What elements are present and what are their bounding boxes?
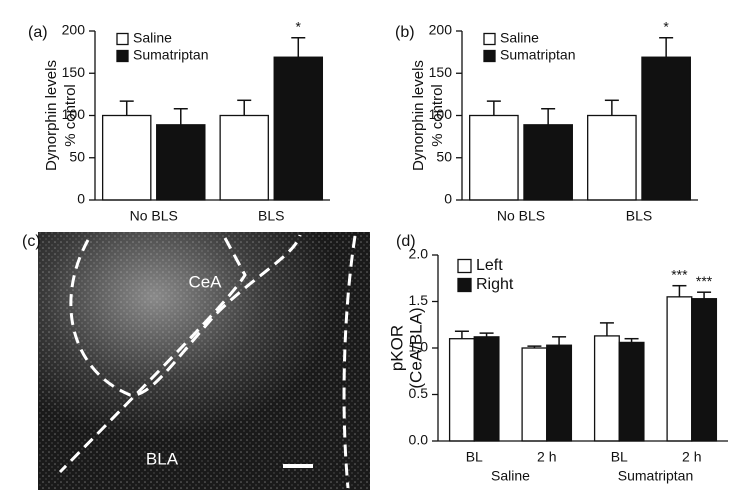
legend-swatch bbox=[116, 49, 129, 63]
group-label: Saline bbox=[491, 468, 530, 484]
micrograph-texture bbox=[38, 232, 370, 490]
boundary bbox=[69, 234, 302, 397]
legend-swatch bbox=[116, 32, 129, 46]
significance-label: * bbox=[296, 18, 302, 34]
y-tick-label: 0 bbox=[444, 191, 452, 207]
legend-label: Sumatriptan bbox=[500, 47, 575, 63]
x-tick-label: 2 h bbox=[682, 449, 701, 465]
x-tick-label: BL bbox=[611, 449, 628, 465]
bar bbox=[546, 344, 573, 442]
bar bbox=[691, 298, 718, 442]
bar bbox=[473, 336, 500, 442]
bar bbox=[587, 114, 637, 201]
y-tick-label: 1.5 bbox=[409, 292, 429, 308]
legend-label: Right bbox=[476, 276, 514, 293]
legend-swatch bbox=[483, 49, 496, 63]
legend-label: Left bbox=[476, 257, 503, 274]
group-label: Sumatriptan bbox=[618, 468, 693, 484]
panel-label: (a) bbox=[28, 24, 48, 41]
panel-label: (c) bbox=[22, 233, 41, 250]
region-label: CeA bbox=[188, 272, 222, 291]
legend-swatch bbox=[457, 277, 472, 293]
bar bbox=[156, 124, 206, 201]
y-tick-label: 0.0 bbox=[409, 432, 429, 448]
y-axis-label: % control bbox=[62, 84, 79, 147]
x-tick-label: No BLS bbox=[497, 208, 545, 224]
y-tick-label: 100 bbox=[429, 106, 453, 122]
region-label: BLA bbox=[146, 449, 179, 468]
legend-label: Saline bbox=[133, 30, 172, 46]
y-tick-label: 2.0 bbox=[409, 246, 429, 262]
bar bbox=[641, 56, 691, 201]
x-tick-label: BLS bbox=[258, 208, 284, 224]
legend-swatch bbox=[457, 258, 472, 274]
y-tick-label: 150 bbox=[62, 64, 86, 80]
y-axis-label: Dynorphin levels bbox=[410, 60, 427, 171]
y-tick-label: 50 bbox=[436, 148, 452, 164]
y-axis-label: % control bbox=[429, 84, 446, 147]
panel-label: (b) bbox=[395, 24, 415, 41]
y-axis-label: Dynorphin levels bbox=[43, 60, 60, 171]
y-tick-label: 1.0 bbox=[409, 339, 429, 355]
bar bbox=[219, 114, 269, 201]
y-tick-label: 0.5 bbox=[409, 385, 429, 401]
legend-label: Saline bbox=[500, 30, 539, 46]
y-tick-label: 50 bbox=[69, 148, 85, 164]
y-tick-label: 200 bbox=[429, 22, 453, 38]
boundary bbox=[342, 235, 357, 489]
y-tick-label: 150 bbox=[429, 64, 453, 80]
bar bbox=[521, 347, 548, 442]
bar bbox=[273, 56, 324, 201]
bar bbox=[523, 124, 573, 201]
bar bbox=[618, 341, 645, 442]
bar bbox=[101, 114, 152, 201]
x-tick-label: 2 h bbox=[537, 449, 556, 465]
y-tick-label: 100 bbox=[62, 106, 86, 122]
x-tick-label: BLS bbox=[626, 208, 652, 224]
significance-label: * bbox=[663, 18, 669, 34]
y-axis-label: pKOR bbox=[387, 325, 406, 371]
x-tick-label: BL bbox=[466, 449, 483, 465]
bar bbox=[593, 335, 620, 442]
bar bbox=[448, 338, 475, 442]
significance-label: *** bbox=[671, 266, 688, 282]
panel-label: (d) bbox=[396, 233, 416, 250]
x-tick-label: No BLS bbox=[130, 208, 178, 224]
legend-label: Sumatriptan bbox=[133, 47, 208, 63]
bar bbox=[469, 114, 519, 201]
legend-swatch bbox=[483, 32, 496, 46]
y-tick-label: 200 bbox=[62, 22, 86, 38]
bar bbox=[666, 296, 693, 442]
significance-label: *** bbox=[696, 273, 713, 289]
y-axis-label: (CeA/BLA) bbox=[406, 307, 425, 388]
y-tick-label: 0 bbox=[77, 191, 85, 207]
